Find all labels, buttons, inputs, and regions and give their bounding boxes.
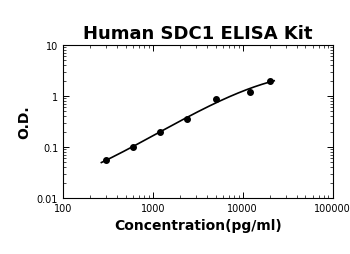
X-axis label: Concentration(pg/ml): Concentration(pg/ml) [114, 218, 282, 232]
Y-axis label: O.D.: O.D. [17, 105, 31, 139]
Title: Human SDC1 ELISA Kit: Human SDC1 ELISA Kit [83, 25, 313, 43]
